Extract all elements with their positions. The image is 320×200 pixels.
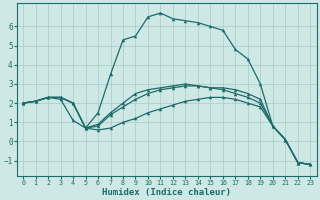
X-axis label: Humidex (Indice chaleur): Humidex (Indice chaleur) <box>102 188 231 197</box>
